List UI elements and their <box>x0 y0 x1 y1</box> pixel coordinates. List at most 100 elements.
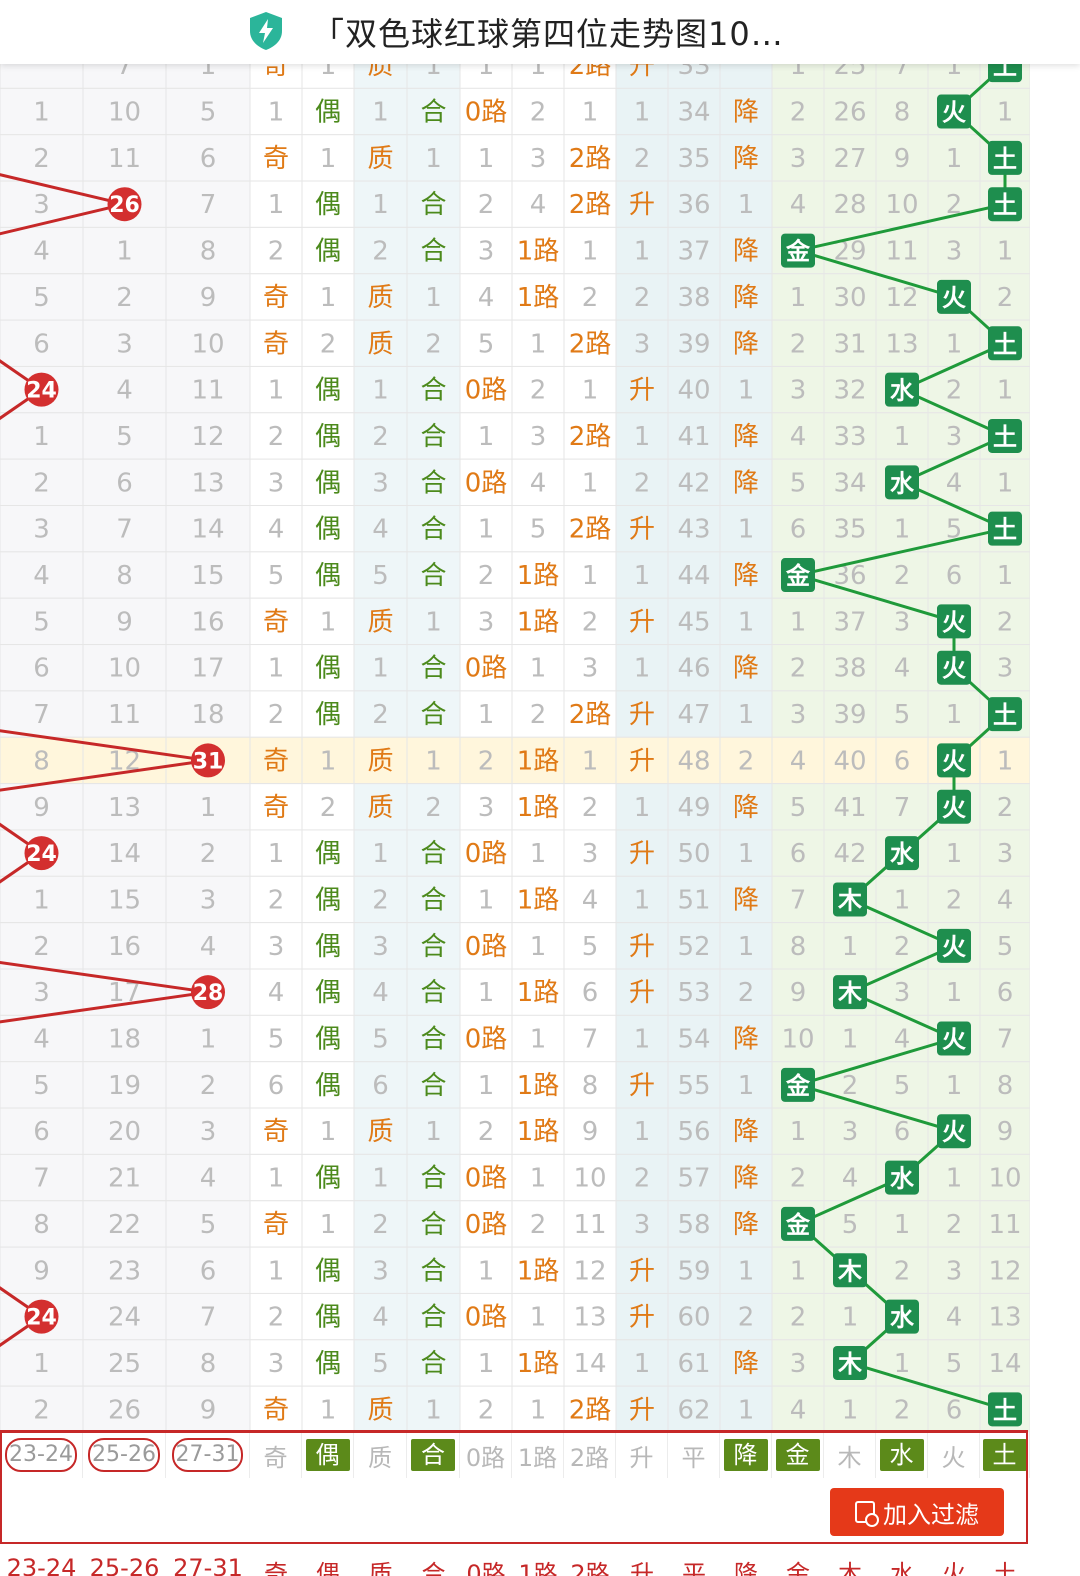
add-filter-button[interactable]: 加入过滤 <box>830 1488 1004 1536</box>
table-cell <box>165 319 251 367</box>
filter-option[interactable]: 23-24 <box>0 1432 83 1478</box>
table-cell-value: 19 <box>108 1071 141 1101</box>
table-cell-value: 1 <box>946 144 963 174</box>
table-cell-value: 质 <box>367 283 393 313</box>
table-cell <box>459 597 513 646</box>
table-cell-value: 2 <box>530 98 547 128</box>
table-cell-value: 1 <box>582 468 599 498</box>
table-cell <box>615 1200 669 1248</box>
table-cell-value: 1 <box>33 1349 50 1379</box>
filter-option-label: 23-24 <box>5 1438 77 1472</box>
table-cell-value: 1 <box>268 190 285 220</box>
filter-option[interactable]: 升 <box>616 1432 668 1478</box>
filter-option[interactable]: 25-26 <box>83 1432 166 1478</box>
table-cell <box>249 64 303 89</box>
filter-option[interactable]: 降 <box>720 1432 772 1478</box>
table-cell <box>406 273 461 321</box>
table-cell <box>615 1107 669 1155</box>
table-cell <box>771 1200 825 1248</box>
table-cell <box>979 64 1030 89</box>
table-cell-value: 6 <box>116 468 133 498</box>
table-cell <box>927 597 981 646</box>
filter-option[interactable]: 偶 <box>302 1432 354 1478</box>
table-cell-value: 偶 <box>315 468 341 498</box>
table-cell <box>301 922 355 970</box>
filter-option[interactable]: 27-31 <box>166 1432 250 1478</box>
filter-option[interactable]: 合 <box>407 1432 460 1478</box>
filter-option[interactable]: 2路 <box>564 1432 616 1478</box>
table-cell-value: 7 <box>200 190 217 220</box>
filter-option[interactable]: 奇 <box>250 1432 302 1478</box>
table-cell-value: 1 <box>478 515 495 545</box>
filter-option[interactable]: 土 <box>980 1432 1030 1478</box>
filter-option[interactable]: 水 <box>876 1432 928 1478</box>
bottom-strip-label: 1路 <box>518 1560 558 1576</box>
table-cell-value: 3 <box>582 654 599 684</box>
table-cell-value: 1 <box>33 98 50 128</box>
table-cell-value: 0路 <box>465 839 508 869</box>
filter-option[interactable]: 火 <box>928 1432 980 1478</box>
table-cell <box>406 458 461 506</box>
table-cell-value: 偶 <box>315 376 341 406</box>
table-cell-value: 1 <box>530 329 547 359</box>
table-cell-value: 1路 <box>517 561 560 591</box>
table-cell-value: 38 <box>677 283 710 313</box>
filter-option[interactable]: 质 <box>354 1432 407 1478</box>
table-cell-value: 12 <box>191 422 224 452</box>
table-cell-value: 20 <box>108 1117 141 1147</box>
table-cell-value: 1 <box>582 376 599 406</box>
table-cell-value: 7 <box>894 64 911 81</box>
filter-option[interactable]: 金 <box>772 1432 824 1478</box>
filter-option[interactable]: 0路 <box>460 1432 512 1478</box>
table-cell-value: 质 <box>367 329 393 359</box>
table-cell-value: 13 <box>988 1303 1021 1333</box>
table-cell-value: 2 <box>478 561 495 591</box>
table-cell <box>719 134 773 182</box>
table-cell <box>927 922 981 970</box>
table-cell <box>249 505 303 553</box>
table-cell <box>301 319 355 367</box>
table-cell-value: 1 <box>738 700 755 730</box>
table-cell <box>249 1385 303 1432</box>
table-cell <box>615 1385 669 1432</box>
table-cell-value: 1 <box>738 376 755 406</box>
table-cell <box>511 87 565 136</box>
table-cell-value: 6 <box>894 746 911 776</box>
table-cell-value: 质 <box>367 64 393 81</box>
table-cell-value: 1 <box>738 932 755 962</box>
table-cell <box>301 1153 355 1202</box>
table-cell <box>511 736 565 785</box>
table-cell-value: 1 <box>997 237 1014 267</box>
table-cell <box>719 1246 773 1294</box>
table-cell <box>353 273 408 321</box>
table-cell-value: 升 <box>629 607 655 637</box>
table-cell <box>459 690 513 738</box>
table-cell-value: 降 <box>733 1117 759 1147</box>
filter-option-label: 0路 <box>465 1443 506 1472</box>
table-cell-value: 48 <box>677 746 710 776</box>
table-cell <box>353 226 408 275</box>
table-cell <box>0 829 84 877</box>
table-cell-value: 1 <box>320 64 337 81</box>
table-cell-value: 2 <box>790 98 807 128</box>
table-cell-value: 1 <box>268 98 285 128</box>
table-cell-value: 6 <box>582 978 599 1008</box>
trend-chart-grid[interactable]: 7 1 奇 1 质 1 1 1 2路升 33 1 25 7 1 1 10 5 1 偶 1 合 0路 2 1 1 34 降 2 26 8 1 2… <box>0 64 1030 1432</box>
table-cell-value: 偶 <box>315 190 341 220</box>
filter-option[interactable]: 1路 <box>512 1432 564 1478</box>
table-cell <box>615 87 669 136</box>
table-cell-value: 8 <box>33 746 50 776</box>
table-cell-value: 奇 <box>263 1395 289 1425</box>
bottom-strip-label: 27-31 <box>173 1554 243 1576</box>
table-cell <box>563 505 617 553</box>
table-cell-value: 4 <box>790 190 807 220</box>
filter-option[interactable]: 木 <box>824 1432 876 1478</box>
table-cell-value: 5 <box>372 561 389 591</box>
filter-option[interactable]: 平 <box>668 1432 720 1478</box>
table-cell <box>459 1153 513 1202</box>
table-cell <box>667 1107 721 1155</box>
table-cell <box>615 365 669 414</box>
table-cell-value: 1 <box>200 1025 217 1055</box>
table-cell <box>875 1292 929 1341</box>
table-cell-value: 8 <box>200 237 217 267</box>
